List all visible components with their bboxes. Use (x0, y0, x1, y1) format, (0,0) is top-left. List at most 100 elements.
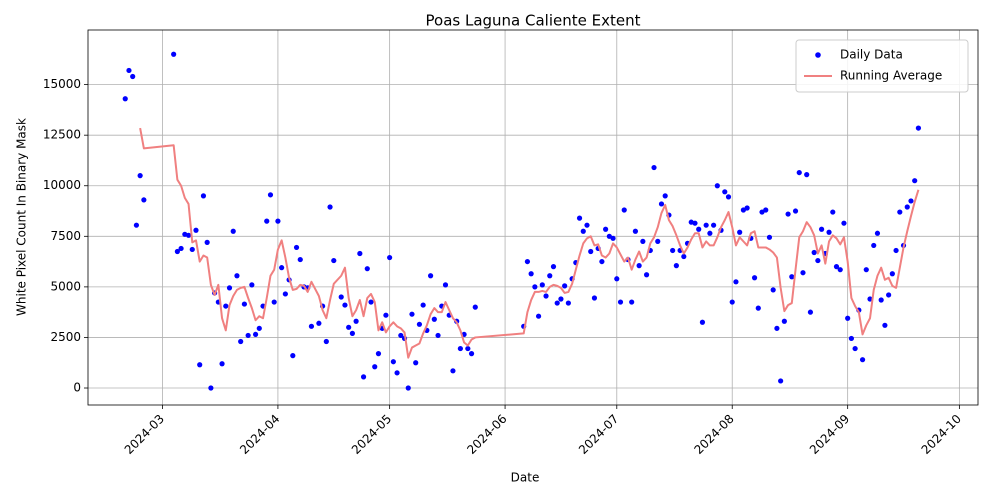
data-point (882, 322, 888, 328)
y-axis-label: White Pixel Count In Binary Mask (15, 118, 29, 316)
data-point (200, 193, 207, 199)
data-point (580, 228, 586, 234)
data-point (468, 351, 475, 357)
data-point (357, 250, 363, 257)
data-point (390, 359, 396, 365)
data-point (308, 323, 315, 329)
data-point (550, 264, 557, 270)
data-point (413, 360, 419, 366)
data-point (279, 265, 285, 271)
data-point (889, 271, 895, 277)
data-point (450, 368, 456, 374)
data-point (908, 198, 914, 204)
data-point (189, 246, 195, 253)
data-point (603, 226, 609, 232)
data-point (353, 318, 359, 324)
data-point (781, 318, 787, 324)
y-tick-label: 15000 (43, 77, 81, 91)
data-point (912, 178, 918, 184)
data-point (327, 204, 333, 210)
data-point (792, 208, 799, 214)
data-point (420, 302, 426, 308)
data-point (435, 332, 441, 339)
data-point (241, 301, 248, 307)
data-point (800, 270, 806, 276)
data-point (610, 235, 616, 241)
axes-frame (87, 29, 979, 406)
data-point (208, 385, 214, 391)
data-point (915, 125, 922, 131)
data-point (707, 230, 713, 236)
data-point (137, 173, 143, 179)
data-point (427, 273, 434, 279)
data-point (178, 245, 184, 252)
data-point (859, 357, 866, 363)
data-point (547, 273, 553, 279)
data-point (532, 284, 538, 290)
data-point (763, 207, 769, 213)
data-point (349, 330, 355, 336)
data-point (670, 247, 676, 254)
data-point (904, 204, 910, 210)
data-point (818, 226, 825, 232)
data-point (323, 338, 329, 345)
data-point (830, 209, 836, 215)
data-point (185, 232, 192, 238)
data-point (733, 279, 739, 285)
data-point (230, 228, 236, 234)
data-point (528, 271, 534, 277)
data-point (249, 282, 255, 288)
data-point (394, 370, 400, 376)
data-point (256, 325, 262, 331)
data-point (655, 238, 661, 244)
data-point (465, 345, 471, 352)
data-point (725, 194, 732, 200)
data-point (346, 324, 352, 330)
data-point (297, 256, 303, 263)
data-point (238, 338, 244, 345)
data-point (651, 164, 657, 171)
data-point (576, 215, 583, 221)
data-point (696, 226, 702, 232)
data-point (871, 242, 877, 249)
data-point (878, 297, 884, 303)
data-point (204, 239, 210, 245)
data-point (852, 345, 858, 352)
data-point (640, 238, 646, 244)
data-point (342, 302, 348, 308)
data-point (893, 247, 899, 254)
data-point (122, 96, 128, 102)
data-point (863, 267, 869, 273)
data-point (737, 229, 743, 235)
data-point (584, 222, 590, 228)
legend-box (795, 39, 969, 93)
data-point (565, 300, 571, 306)
data-point (197, 362, 203, 368)
data-point (252, 331, 259, 338)
data-point (703, 222, 709, 228)
data-point (591, 295, 598, 301)
data-point (811, 249, 817, 256)
data-point (245, 332, 251, 339)
data-point (614, 276, 620, 282)
data-point (375, 351, 382, 357)
data-point (778, 378, 784, 384)
data-point (621, 207, 627, 213)
data-point (524, 258, 531, 265)
data-point (826, 229, 832, 235)
data-point (331, 257, 337, 264)
data-point (457, 345, 463, 352)
data-point (271, 299, 277, 305)
data-point (807, 309, 814, 315)
data-point (293, 244, 300, 251)
data-point (673, 263, 679, 269)
data-point (562, 283, 568, 289)
data-point (316, 320, 322, 326)
y-tick-label: 12500 (43, 128, 81, 142)
data-point (662, 193, 668, 199)
data-point (535, 313, 542, 319)
data-point (554, 300, 560, 306)
y-tick-label: 2500 (50, 330, 81, 344)
data-point (789, 274, 795, 280)
data-point (398, 332, 404, 339)
